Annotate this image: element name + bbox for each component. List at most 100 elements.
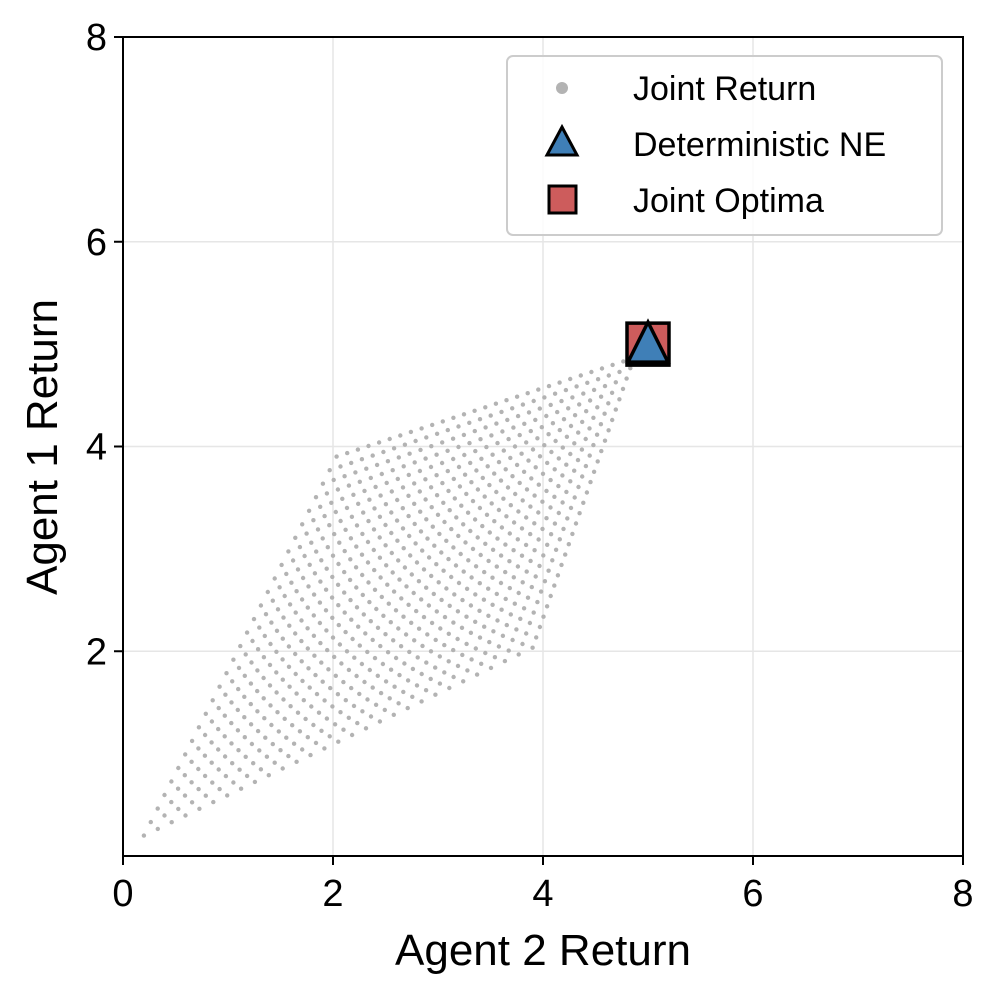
- joint-return-point: [278, 748, 283, 753]
- joint-return-point: [557, 537, 562, 542]
- joint-return-point: [300, 575, 306, 581]
- legend-marker-joint-return: [556, 82, 568, 94]
- joint-return-point: [413, 438, 418, 444]
- joint-return-point: [402, 661, 407, 666]
- joint-return-point: [426, 555, 432, 560]
- joint-return-point: [366, 518, 371, 524]
- joint-return-point: [521, 469, 527, 474]
- joint-return-point: [456, 444, 461, 450]
- joint-return-point: [628, 366, 633, 371]
- joint-return-point: [559, 398, 564, 404]
- joint-return-point: [560, 445, 565, 450]
- joint-return-point: [503, 596, 508, 602]
- joint-return-point: [464, 614, 469, 619]
- joint-return-point: [257, 625, 262, 630]
- joint-return-point: [379, 471, 384, 477]
- joint-return-point: [456, 424, 461, 429]
- joint-return-point: [294, 691, 299, 696]
- joint-return-point: [255, 668, 260, 673]
- joint-return-point: [169, 779, 174, 784]
- joint-return-point: [423, 477, 428, 482]
- joint-return-point: [250, 638, 255, 644]
- joint-return-point: [313, 495, 319, 500]
- joint-return-point: [613, 380, 618, 385]
- joint-return-point: [510, 406, 515, 411]
- joint-return-point: [417, 468, 423, 474]
- joint-return-point: [594, 432, 600, 437]
- joint-return-point: [289, 580, 294, 585]
- joint-return-point: [230, 761, 235, 766]
- joint-return-point: [381, 449, 386, 455]
- joint-return-point: [511, 548, 516, 553]
- joint-return-point: [440, 440, 445, 445]
- joint-return-point: [472, 428, 477, 434]
- joint-return-point: [536, 482, 541, 487]
- joint-return-point: [421, 567, 427, 572]
- joint-return-point: [429, 620, 435, 626]
- joint-return-point: [506, 648, 511, 653]
- joint-return-point: [383, 502, 389, 507]
- joint-return-point: [451, 456, 456, 462]
- joint-return-point: [477, 505, 483, 511]
- joint-return-point: [343, 698, 348, 703]
- joint-return-point: [373, 702, 379, 707]
- joint-return-point: [456, 464, 462, 470]
- joint-return-point: [326, 667, 331, 672]
- joint-return-point: [268, 703, 273, 708]
- joint-return-point: [462, 452, 467, 458]
- joint-return-point: [169, 820, 174, 825]
- joint-return-point: [330, 553, 336, 558]
- joint-return-point: [461, 432, 467, 438]
- joint-return-point: [196, 786, 201, 792]
- joint-return-point: [556, 483, 561, 489]
- joint-return-point: [480, 523, 485, 529]
- joint-return-point: [311, 633, 317, 638]
- joint-return-point: [449, 574, 454, 580]
- joint-return-point: [414, 560, 420, 565]
- joint-return-point: [400, 526, 406, 531]
- joint-return-point: [373, 484, 378, 490]
- joint-return-point: [410, 666, 416, 672]
- joint-return-point: [375, 625, 381, 630]
- joint-return-point: [447, 508, 452, 513]
- joint-return-point: [447, 685, 452, 691]
- joint-return-point: [498, 478, 504, 483]
- joint-return-point: [275, 607, 281, 612]
- joint-return-point: [330, 635, 336, 640]
- joint-return-point: [537, 406, 542, 411]
- joint-return-point: [295, 710, 301, 715]
- joint-return-point: [490, 575, 495, 580]
- joint-return-point: [210, 780, 215, 785]
- joint-return-point: [261, 675, 266, 681]
- joint-return-point: [519, 526, 525, 531]
- joint-return-point: [505, 485, 511, 490]
- joint-return-point: [342, 610, 347, 615]
- joint-return-point: [338, 518, 343, 524]
- joint-return-point: [340, 496, 345, 501]
- joint-return-point: [513, 491, 518, 497]
- joint-return-point: [520, 402, 526, 407]
- joint-return-point: [453, 563, 459, 568]
- joint-return-point: [388, 667, 394, 672]
- joint-return-point: [416, 579, 422, 584]
- joint-return-point: [541, 614, 546, 619]
- joint-return-point: [348, 597, 353, 603]
- x-tick-label: 0: [112, 873, 133, 915]
- joint-return-point: [267, 662, 273, 668]
- joint-return-point: [334, 454, 339, 459]
- joint-return-point: [366, 443, 371, 449]
- joint-return-point: [384, 563, 389, 568]
- joint-return-point: [444, 586, 449, 591]
- joint-return-point: [378, 643, 383, 649]
- joint-return-point: [442, 614, 448, 620]
- joint-return-point: [293, 535, 298, 540]
- joint-return-point: [280, 766, 285, 771]
- joint-return-point: [313, 672, 318, 678]
- joint-return-point: [564, 434, 570, 439]
- joint-return-point: [508, 455, 513, 461]
- joint-return-point: [263, 612, 269, 617]
- joint-return-point: [322, 698, 327, 703]
- joint-return-point: [503, 542, 508, 547]
- joint-return-point: [425, 536, 430, 541]
- joint-return-point: [568, 423, 574, 429]
